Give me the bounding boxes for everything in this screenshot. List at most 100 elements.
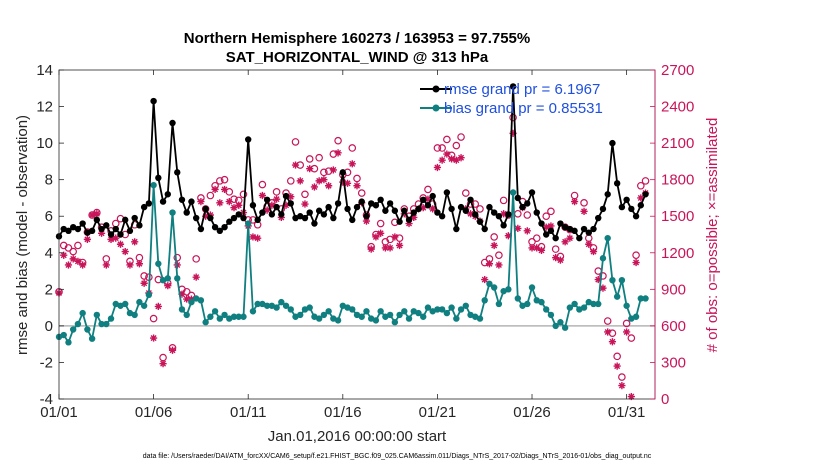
bias-point: [613, 293, 621, 300]
bias-point: [287, 306, 294, 313]
bias-point: [60, 331, 67, 339]
rmse-point: [623, 196, 630, 203]
obs-assimilated-point: [272, 195, 281, 203]
rmse-point: [164, 191, 171, 198]
obs-assimilated-point: [97, 229, 106, 237]
bias-point: [69, 326, 77, 333]
rmse-point: [240, 214, 247, 222]
legend: rmse grand pr = 6.1967 bias grand pr = 0…: [420, 81, 603, 117]
bias-point: [580, 304, 588, 311]
obs-assimilated-point: [235, 201, 243, 209]
bias-point: [386, 311, 394, 319]
rmse-point: [311, 220, 318, 227]
obs-possible-point: [424, 185, 432, 194]
rmse-point: [424, 202, 432, 209]
obs-possible-point: [291, 138, 300, 146]
obs-assimilated-point: [381, 244, 389, 252]
obs-assimilated-point: [372, 233, 380, 241]
rmse-point: [230, 214, 238, 222]
legend-rmse-marker: [432, 85, 440, 93]
obs-assimilated-point: [320, 176, 328, 184]
rmse-point: [131, 214, 138, 222]
bias-point: [197, 297, 205, 304]
obs-assimilated-point: [547, 222, 555, 230]
obs-assimilated-point: [168, 346, 177, 354]
obs-assimilated-point: [395, 241, 404, 250]
rmse-point: [103, 222, 110, 229]
obs-assimilated-point: [254, 234, 262, 242]
obs-assimilated-point: [556, 256, 564, 264]
x-axis: 01/01 01/06 01/11 01/16 01/21 01/26 01/31: [40, 70, 645, 421]
obs-possible-point: [523, 211, 532, 219]
rmse-point: [604, 191, 611, 198]
rmse-point: [599, 205, 607, 213]
bias-point: [178, 306, 186, 313]
bias-point: [623, 302, 630, 309]
obs-assimilated-point: [121, 247, 129, 256]
rmse-point: [188, 198, 195, 205]
rmse-point: [140, 203, 148, 211]
bias-point: [249, 308, 257, 315]
obs-assimilated-point: [523, 227, 531, 235]
obs-assimilated-point: [424, 195, 432, 203]
right-y-axis: 0 300 600 900 1200 1500 1800 2100 2400 2700: [650, 62, 694, 408]
rmse-point: [462, 207, 469, 214]
data-file-footer: data file: /Users/raeder/DAI/ATM_forcXX/…: [143, 453, 652, 460]
obs-possible-point: [457, 133, 465, 141]
rmse-point: [339, 169, 347, 176]
obs-possible-point: [490, 233, 498, 241]
obs-possible-point: [632, 251, 640, 260]
obs-possible-point: [499, 196, 508, 205]
left-y-tick-label: 2: [45, 281, 53, 298]
bias-point: [202, 319, 209, 326]
bias-point: [88, 335, 96, 342]
obs-assimilated-point: [623, 328, 631, 336]
x-tick-label: 01/31: [608, 404, 646, 421]
obs-assimilated-point: [637, 194, 645, 202]
left-y-tick-label: 4: [45, 245, 53, 262]
bias-point: [65, 339, 72, 346]
bias-point: [637, 295, 645, 302]
obs-assimilated-point: [367, 245, 375, 253]
obs-assimilated-point: [495, 261, 503, 269]
obs-assimilated-point: [178, 290, 186, 298]
rmse-point: [117, 231, 124, 238]
bias-point: [145, 291, 153, 299]
bias-point: [235, 313, 242, 320]
obs-possible-point: [622, 319, 631, 328]
bias-point: [415, 309, 422, 317]
obs-possible-point: [315, 153, 323, 162]
obs-assimilated-point: [594, 275, 602, 284]
rmse-point: [245, 136, 252, 143]
obs-assimilated-point: [589, 247, 598, 256]
rmse-point: [415, 205, 422, 213]
rmse-point: [211, 223, 219, 231]
rmse-point: [112, 225, 119, 233]
rmse-point: [93, 216, 101, 224]
obs-possible-point: [641, 177, 650, 185]
rmse-point: [98, 225, 105, 233]
obs-assimilated-point: [310, 183, 319, 191]
bias-point: [590, 300, 597, 308]
bias-point: [401, 308, 408, 315]
obs-assimilated-point: [131, 238, 139, 246]
obs-assimilated-point: [230, 204, 238, 212]
obs-possible-point: [438, 144, 446, 152]
rmse-point: [159, 198, 167, 205]
obs-assimilated-point: [608, 338, 617, 346]
obs-possible-point: [603, 317, 612, 325]
left-y-axis-label: rmse and bias (model - observation): [14, 115, 31, 355]
right-y-tick-label: 2100: [661, 135, 694, 152]
rmse-point: [632, 213, 640, 220]
bias-point: [188, 298, 195, 306]
obs-assimilated-point: [225, 198, 233, 206]
bias-point: [505, 286, 512, 293]
rmse-series: [55, 83, 649, 242]
rmse-point: [495, 213, 503, 220]
obs-assimilated-point: [258, 191, 266, 200]
obs-assimilated-point: [343, 179, 352, 187]
obs-assimilated-point: [325, 182, 333, 190]
rmse-point: [642, 191, 649, 198]
rmse-point: [595, 214, 602, 222]
